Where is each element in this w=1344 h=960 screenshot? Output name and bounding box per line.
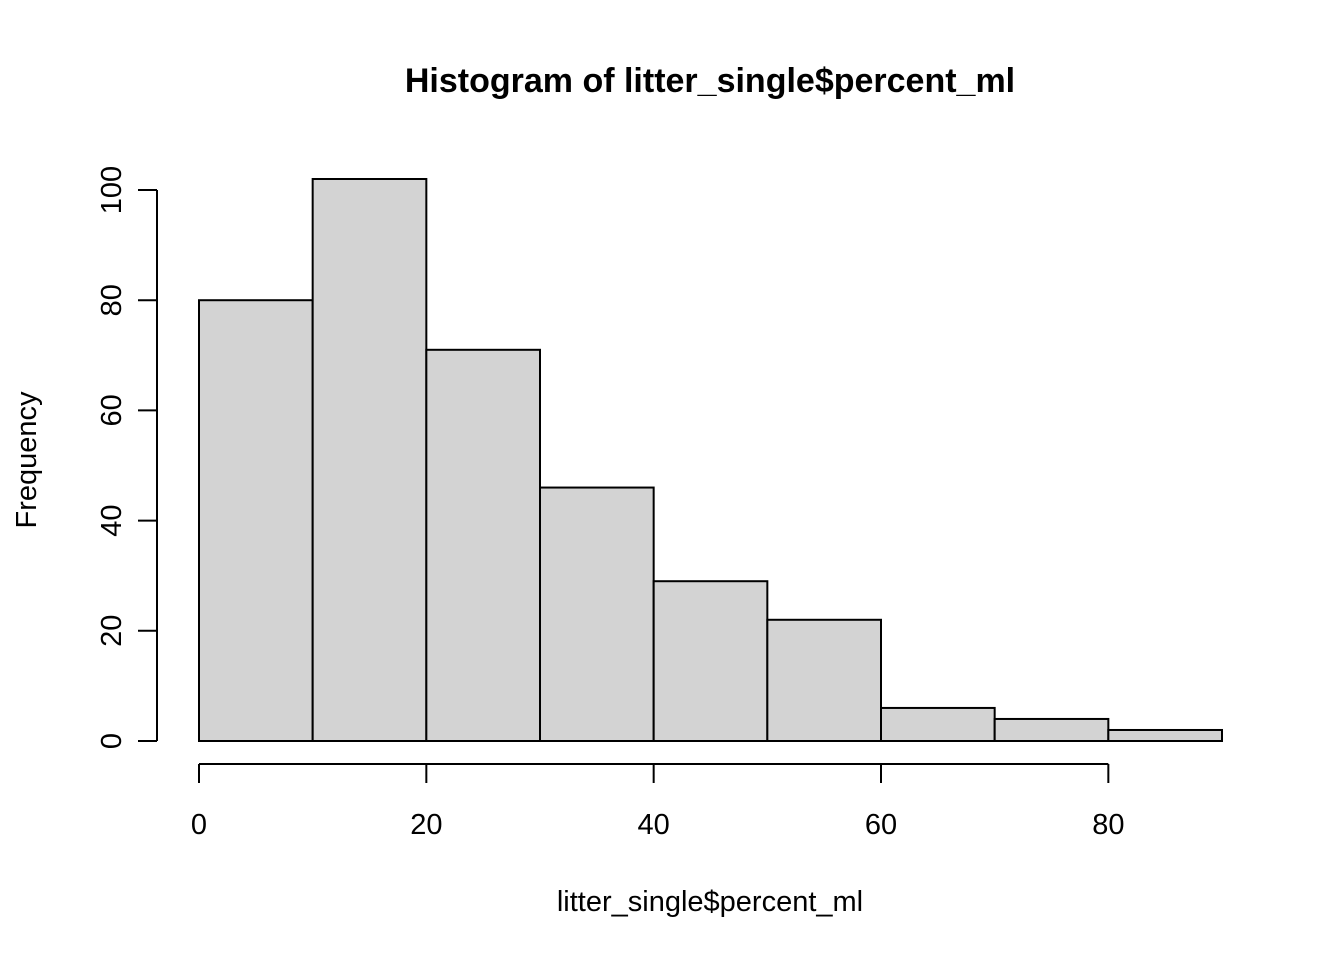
histogram-bar-4 <box>539 486 655 742</box>
x-tick-label: 0 <box>191 809 207 841</box>
y-tick-label: 0 <box>96 733 128 749</box>
y-tick-label: 80 <box>96 284 128 316</box>
y-tick-label: 20 <box>96 615 128 647</box>
y-tick-label: 100 <box>96 166 128 214</box>
y-tick-label: 60 <box>96 394 128 426</box>
histogram-bar-7 <box>880 706 996 742</box>
x-tick-label: 80 <box>1092 809 1124 841</box>
x-tick-label: 40 <box>638 809 670 841</box>
x-tick-label: 20 <box>410 809 442 841</box>
chart-title: Histogram of litter_single$percent_ml <box>405 62 1015 100</box>
histogram-bar-5 <box>652 580 769 743</box>
x-tick-label: 60 <box>865 809 897 841</box>
histogram-bar-6 <box>766 618 882 742</box>
histogram-bars <box>198 178 1224 743</box>
histogram-bar-3 <box>425 348 542 742</box>
y-axis: 0 20 40 60 80 100 <box>96 166 158 749</box>
histogram-bar-9 <box>1107 728 1224 743</box>
histogram-bar-8 <box>993 717 1110 742</box>
y-tick-label: 40 <box>96 504 128 536</box>
histogram-bar-1 <box>198 299 314 742</box>
y-axis-title: Frequency <box>11 391 43 529</box>
histogram-bar-2 <box>311 178 428 742</box>
x-axis-title: litter_single$percent_ml <box>557 886 863 918</box>
x-axis: 0 20 40 60 80 <box>191 763 1124 841</box>
